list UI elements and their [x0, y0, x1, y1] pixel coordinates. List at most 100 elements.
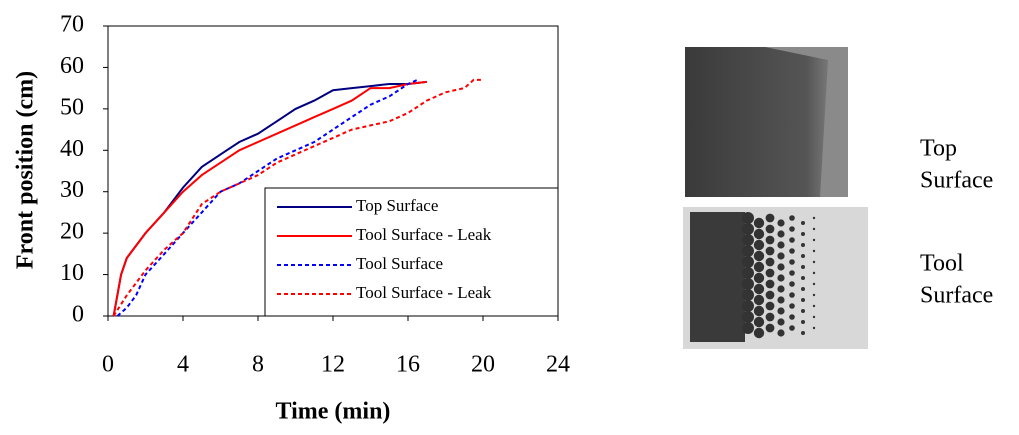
photo-dot — [777, 274, 785, 282]
photo-dot — [777, 252, 785, 260]
photo-dot — [789, 303, 795, 309]
y-tick-label: 0 — [72, 302, 84, 328]
x-tick-label: 0 — [102, 352, 114, 378]
series-line — [112, 78, 483, 317]
x-tick-label: 8 — [252, 352, 264, 378]
photo-dot — [777, 263, 785, 271]
photo-label: Tool — [920, 251, 964, 277]
photo-dot — [777, 329, 785, 337]
photo-dot — [801, 232, 805, 236]
photo-dot — [765, 268, 775, 278]
photo-dot — [812, 293, 816, 297]
photo-dot — [789, 215, 795, 221]
photo-dot — [753, 250, 765, 262]
x-tick-label: 12 — [321, 352, 345, 378]
photo-dot — [742, 223, 754, 235]
y-tick-label: 30 — [60, 177, 84, 203]
photo-dot — [812, 238, 816, 242]
photo-dot — [801, 298, 805, 302]
photo-dot — [753, 316, 765, 328]
photo-dot — [753, 261, 765, 273]
photo-dot — [765, 301, 775, 311]
photo-dot — [801, 331, 805, 335]
photo-dot — [765, 290, 775, 300]
photo-dot — [742, 278, 754, 290]
photo-dot — [812, 249, 816, 253]
photo-dot — [801, 221, 805, 225]
photos — [683, 47, 868, 349]
photo-dot — [742, 245, 754, 257]
photo-dot — [812, 282, 816, 286]
y-tick-label: 20 — [60, 219, 84, 245]
photo-dot — [753, 283, 765, 295]
photo-dot — [742, 300, 754, 312]
photo-dot — [777, 285, 785, 293]
photo-dot — [777, 296, 785, 304]
photo-dot — [812, 304, 816, 308]
y-axis-label: Front position (cm) — [13, 71, 39, 269]
photo-dot — [777, 230, 785, 238]
photo-dot — [765, 246, 775, 256]
photo-dot — [742, 311, 754, 323]
photo-dot — [801, 320, 805, 324]
x-tick-label: 16 — [396, 352, 420, 378]
x-tick-label: 4 — [177, 352, 189, 378]
x-tick-label: 20 — [471, 352, 495, 378]
legend-label: Tool Surface — [356, 254, 443, 273]
y-tick-label: 60 — [60, 53, 84, 79]
photo-dot — [812, 216, 816, 220]
y-tick-label: 10 — [60, 260, 84, 286]
photo-dot — [753, 217, 765, 229]
photo-dot — [742, 234, 754, 246]
photo-dot — [801, 254, 805, 258]
y-tick-label: 70 — [60, 12, 84, 38]
photo-dot — [753, 305, 765, 317]
photo-dot — [801, 287, 805, 291]
photo-tool-front — [690, 212, 745, 342]
photo-dot — [765, 312, 775, 322]
photo-dot — [765, 224, 775, 234]
photo-label: Top — [920, 136, 957, 162]
y-tick-label: 50 — [60, 94, 84, 120]
photo-dot — [742, 267, 754, 279]
photo-dot — [777, 318, 785, 326]
photo-dot — [753, 239, 765, 251]
photo-dot — [742, 256, 754, 268]
photo-dot — [742, 289, 754, 301]
photo-dot — [801, 265, 805, 269]
photo-dot — [789, 248, 795, 254]
photo-dot — [742, 322, 754, 334]
x-tick-label: 24 — [546, 352, 570, 378]
legend-label: Top Surface — [356, 196, 438, 215]
photo-dot — [812, 326, 816, 330]
photo-dot — [777, 241, 785, 249]
photo-dot — [765, 235, 775, 245]
legend-label: Tool Surface - Leak — [356, 283, 492, 302]
photo-dot — [753, 327, 765, 339]
photo-dot — [812, 227, 816, 231]
photo-dot — [789, 237, 795, 243]
photo-label: Surface — [920, 168, 993, 194]
photo-dot — [789, 325, 795, 331]
photo-dot — [812, 260, 816, 264]
photo-dot — [789, 259, 795, 265]
photo-dot — [789, 314, 795, 320]
photo-dot — [777, 307, 785, 315]
photo-dot — [801, 309, 805, 313]
photo-dot — [777, 219, 785, 227]
series-line — [116, 78, 418, 317]
photo-dot — [801, 276, 805, 280]
photo-dot — [753, 228, 765, 240]
photo-dot — [812, 271, 816, 275]
photo-dot — [789, 270, 795, 276]
photo-dot — [812, 315, 816, 319]
y-tick-label: 40 — [60, 136, 84, 162]
photo-dot — [765, 323, 775, 333]
photo-dot — [789, 226, 795, 232]
series-line — [112, 80, 427, 317]
photo-dot — [742, 212, 754, 224]
photo-top-front — [685, 47, 828, 197]
photo-dot — [765, 279, 775, 289]
photo-dot — [801, 243, 805, 247]
